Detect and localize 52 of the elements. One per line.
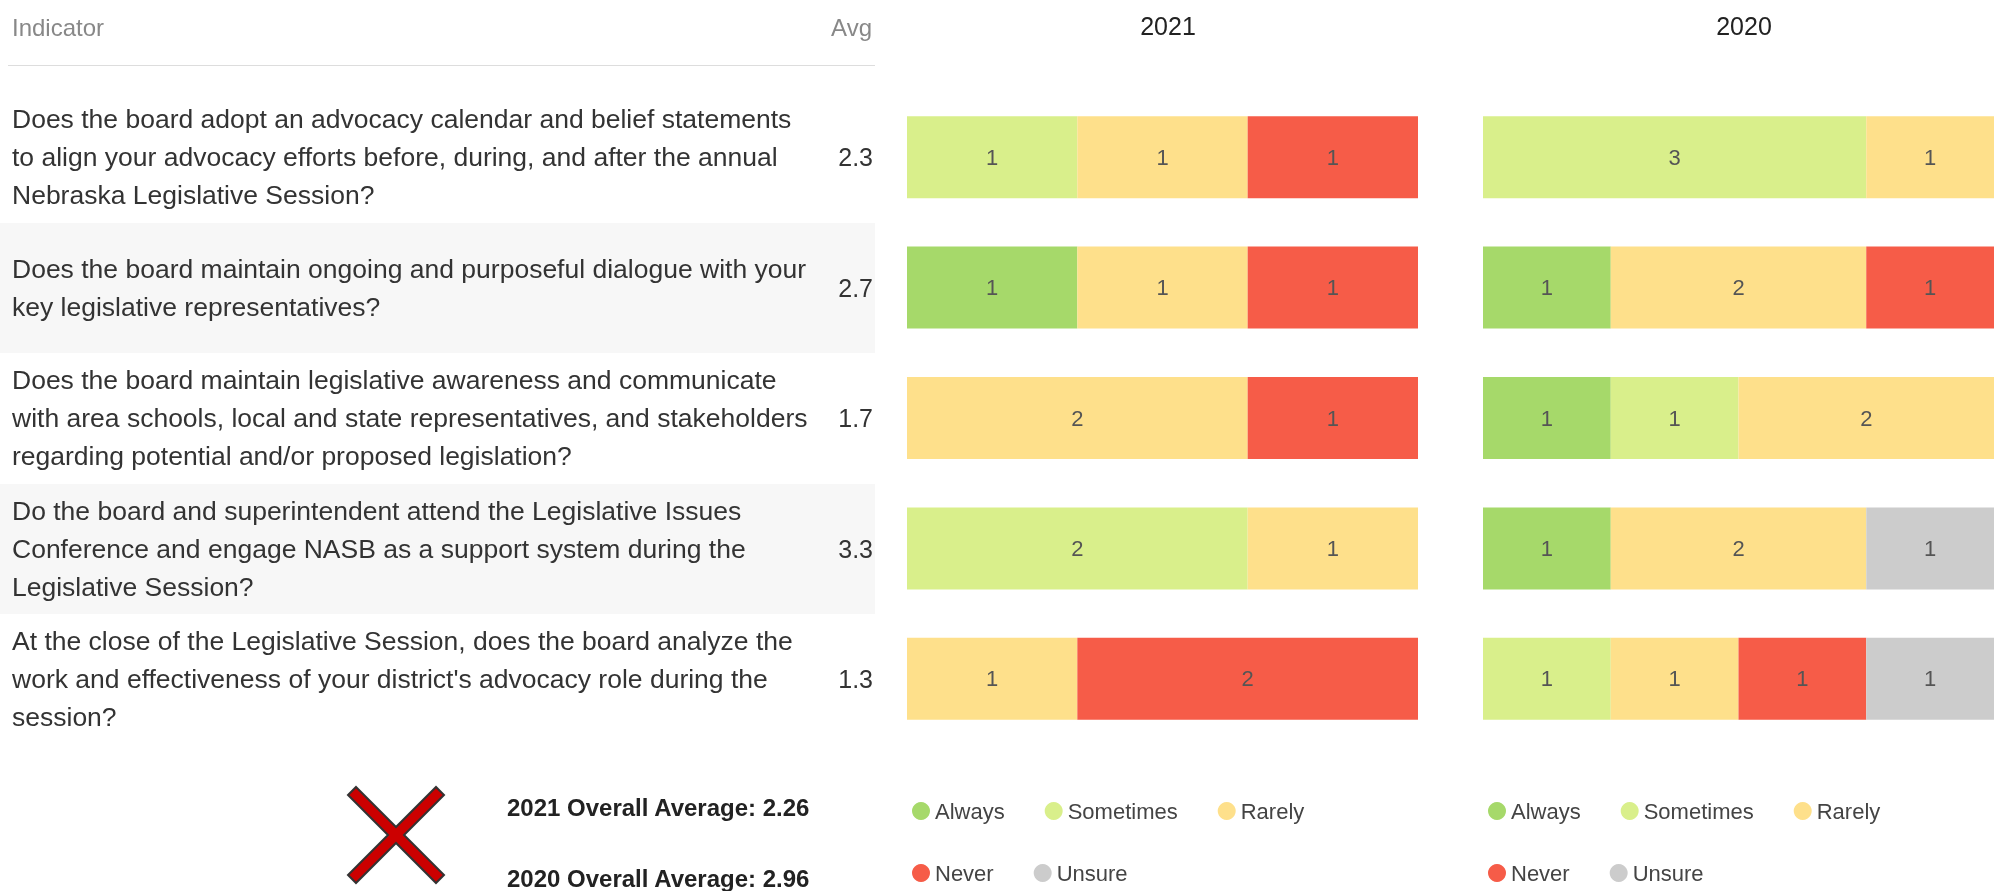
chart-title: 2020: [1716, 11, 1772, 40]
data-label: 1: [1540, 535, 1553, 561]
category-label: Does the board maintain ongoing and purposeful dialogue with your key legislative representatives?: [12, 252, 808, 324]
legend-label: Rarely: [1816, 798, 1881, 824]
legend-label: Sometimes: [1643, 798, 1754, 824]
category-label: Does the board adopt an advocacy calendar and belief statements to align your advocacy efforts before, during, and after the annual Nebraska Legislative Session?: [12, 103, 793, 212]
legend-label: Never: [1511, 860, 1570, 886]
data-label: 1: [986, 666, 999, 692]
data-label: 3.3: [838, 534, 873, 563]
legend-label: Sometimes: [1067, 798, 1178, 824]
data-label: 1: [1924, 535, 1937, 561]
data-label: 1: [1540, 666, 1553, 692]
category-label: Does the board maintain legislative awareness and communicate with area schools, local and state representatives, and stakeholders regarding potential and/or proposed legislation?: [12, 364, 809, 473]
data-label: 1.3: [838, 664, 873, 694]
data-label: 1: [1924, 144, 1937, 170]
data-label: 1: [1540, 405, 1553, 431]
data-label: 2.3: [838, 142, 873, 172]
data-label: 1: [1540, 275, 1553, 301]
text: Avg: [831, 14, 872, 42]
data-label: 3: [1668, 144, 1681, 170]
data-label: 1: [1326, 405, 1339, 431]
data-label: 1: [1668, 405, 1681, 431]
data-label: 2: [1732, 275, 1745, 301]
data-label: 1: [1326, 535, 1339, 561]
data-label: 1: [1924, 275, 1937, 301]
data-label: 1: [986, 275, 999, 301]
data-label: 2: [1860, 405, 1873, 431]
category-label: Do the board and superintendent attend the Legislative Issues Conference and engage NASB as a support system during the Legislative Session?: [12, 494, 747, 604]
data-label: 1: [1156, 275, 1169, 301]
data-label: 2: [1241, 666, 1254, 692]
data-label: 1: [1924, 666, 1937, 692]
legend-label: Never: [935, 860, 994, 886]
data-label: 1: [1796, 666, 1809, 692]
legend-label: Rarely: [1240, 798, 1305, 824]
data-label: 1: [1326, 275, 1339, 301]
chart-title: 2021: [1140, 11, 1196, 40]
text: 2021 Overall Average: 2.26: [507, 794, 810, 822]
legend-label: Unsure: [1056, 860, 1128, 886]
data-label: 1: [1668, 666, 1681, 692]
data-label: 2: [1071, 405, 1084, 431]
data-label: 1: [1156, 144, 1169, 170]
text: Indicator: [12, 14, 105, 42]
legend-label: Always: [1511, 798, 1581, 824]
data-label: 2.7: [838, 273, 873, 302]
data-label: 2: [1732, 535, 1745, 561]
data-label: 1: [1326, 144, 1339, 170]
data-label: 1.7: [838, 403, 873, 433]
category-label: At the close of the Legislative Session, does the board analyze the work and effectiveness of your district's advocacy role during the session?: [12, 625, 794, 734]
legend-label: Unsure: [1632, 860, 1704, 886]
data-label: 2: [1071, 535, 1084, 561]
data-label: 1: [986, 144, 999, 170]
legend-label: Always: [935, 798, 1005, 824]
